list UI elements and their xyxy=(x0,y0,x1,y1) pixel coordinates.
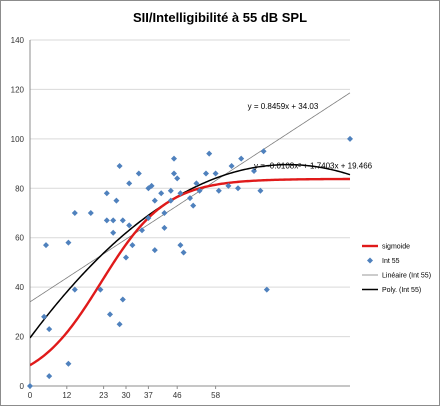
data-point xyxy=(228,163,235,170)
data-point xyxy=(190,202,197,209)
data-point xyxy=(212,170,219,177)
legend-marker xyxy=(367,257,373,264)
data-point xyxy=(180,249,187,256)
data-point xyxy=(225,182,232,189)
x-tick-labels: 0 12 23 30 37 46 58 xyxy=(28,391,221,400)
data-point xyxy=(251,167,257,174)
legend-label: Int 55 xyxy=(382,258,400,265)
data-point xyxy=(46,326,53,333)
data-point xyxy=(177,190,184,197)
data-point xyxy=(215,187,222,194)
data-point xyxy=(46,373,53,380)
data-point xyxy=(71,210,78,216)
y-tick-label: 40 xyxy=(15,283,24,292)
data-point xyxy=(65,239,72,246)
data-point xyxy=(27,383,33,389)
data-point xyxy=(41,313,48,320)
data-point xyxy=(126,180,133,187)
data-point xyxy=(113,197,120,204)
data-point xyxy=(235,185,241,192)
data-point xyxy=(187,195,193,202)
x-tick-label: 30 xyxy=(122,391,131,400)
data-point xyxy=(196,187,203,194)
grid xyxy=(30,39,350,338)
y-tick-label: 120 xyxy=(11,85,25,94)
data-point xyxy=(206,150,213,157)
data-point xyxy=(110,229,117,236)
axes xyxy=(29,40,350,389)
data-point xyxy=(161,210,168,216)
data-point xyxy=(257,187,264,194)
data-point xyxy=(171,170,177,177)
data-point xyxy=(97,286,104,293)
x-tick-label: 37 xyxy=(144,391,153,400)
data-point xyxy=(151,197,158,204)
data-point xyxy=(203,170,209,177)
legend-label: Linéaire (Int 55) xyxy=(382,273,431,280)
data-point xyxy=(107,311,113,318)
data-point xyxy=(103,190,110,197)
legend-label: Poly. (Int 55) xyxy=(382,287,421,294)
y-tick-label: 80 xyxy=(15,184,24,193)
data-point xyxy=(148,182,155,189)
y-tick-label: 100 xyxy=(11,135,25,144)
data-point xyxy=(158,190,165,197)
data-point xyxy=(161,224,168,231)
data-point xyxy=(71,286,78,293)
y-tick-label: 20 xyxy=(15,333,24,342)
y-tick-labels: 0 20 40 60 80 100 120 140 xyxy=(11,36,25,391)
data-point xyxy=(151,247,158,254)
data-point xyxy=(174,175,181,182)
data-points xyxy=(27,135,353,389)
data-point xyxy=(110,217,117,224)
data-point xyxy=(260,148,267,155)
data-point xyxy=(43,242,49,249)
data-point xyxy=(126,222,133,229)
data-point xyxy=(263,286,270,293)
data-point xyxy=(119,296,126,303)
trend-line-poly2 xyxy=(30,163,351,339)
x-tick-label: 12 xyxy=(62,391,71,400)
legend-label: sigmoide xyxy=(382,244,410,251)
y-tick-label: 60 xyxy=(15,234,24,243)
data-point xyxy=(87,210,94,216)
data-point xyxy=(119,217,126,224)
equation-label: y = 0.8459x + 34.03 xyxy=(248,102,319,111)
data-point xyxy=(238,155,245,162)
data-point xyxy=(171,155,177,162)
data-point xyxy=(347,135,353,142)
data-point xyxy=(145,214,152,221)
chart-title: SII/Intelligibilité à 55 dB SPL xyxy=(133,10,307,25)
data-point xyxy=(123,254,129,261)
data-point xyxy=(116,163,123,170)
data-point xyxy=(139,227,145,234)
x-tick-label: 0 xyxy=(28,391,33,400)
legend: sigmoide Int 55 Linéaire (Int 55) Poly. (In… xyxy=(362,244,431,294)
data-point xyxy=(135,170,142,177)
data-point xyxy=(129,242,136,249)
data-point xyxy=(65,360,72,367)
data-point xyxy=(167,187,174,194)
data-point xyxy=(116,321,123,328)
x-tick-label: 58 xyxy=(211,391,220,400)
data-point xyxy=(177,242,184,249)
equation-label: y = -0.0108x² + 1.7403x + 19.466 xyxy=(254,162,373,171)
trend-line-sigmoid xyxy=(30,177,350,367)
data-point xyxy=(167,197,174,204)
data-point xyxy=(193,180,200,187)
y-tick-label: 140 xyxy=(11,36,25,45)
x-tick-label: 23 xyxy=(99,391,108,400)
y-tick-label: 0 xyxy=(20,382,25,391)
data-point xyxy=(103,217,110,224)
x-tick-label: 46 xyxy=(173,391,182,400)
equation-annotations: y = 0.8459x + 34.03 y = -0.0108x² + 1.740… xyxy=(248,102,373,170)
